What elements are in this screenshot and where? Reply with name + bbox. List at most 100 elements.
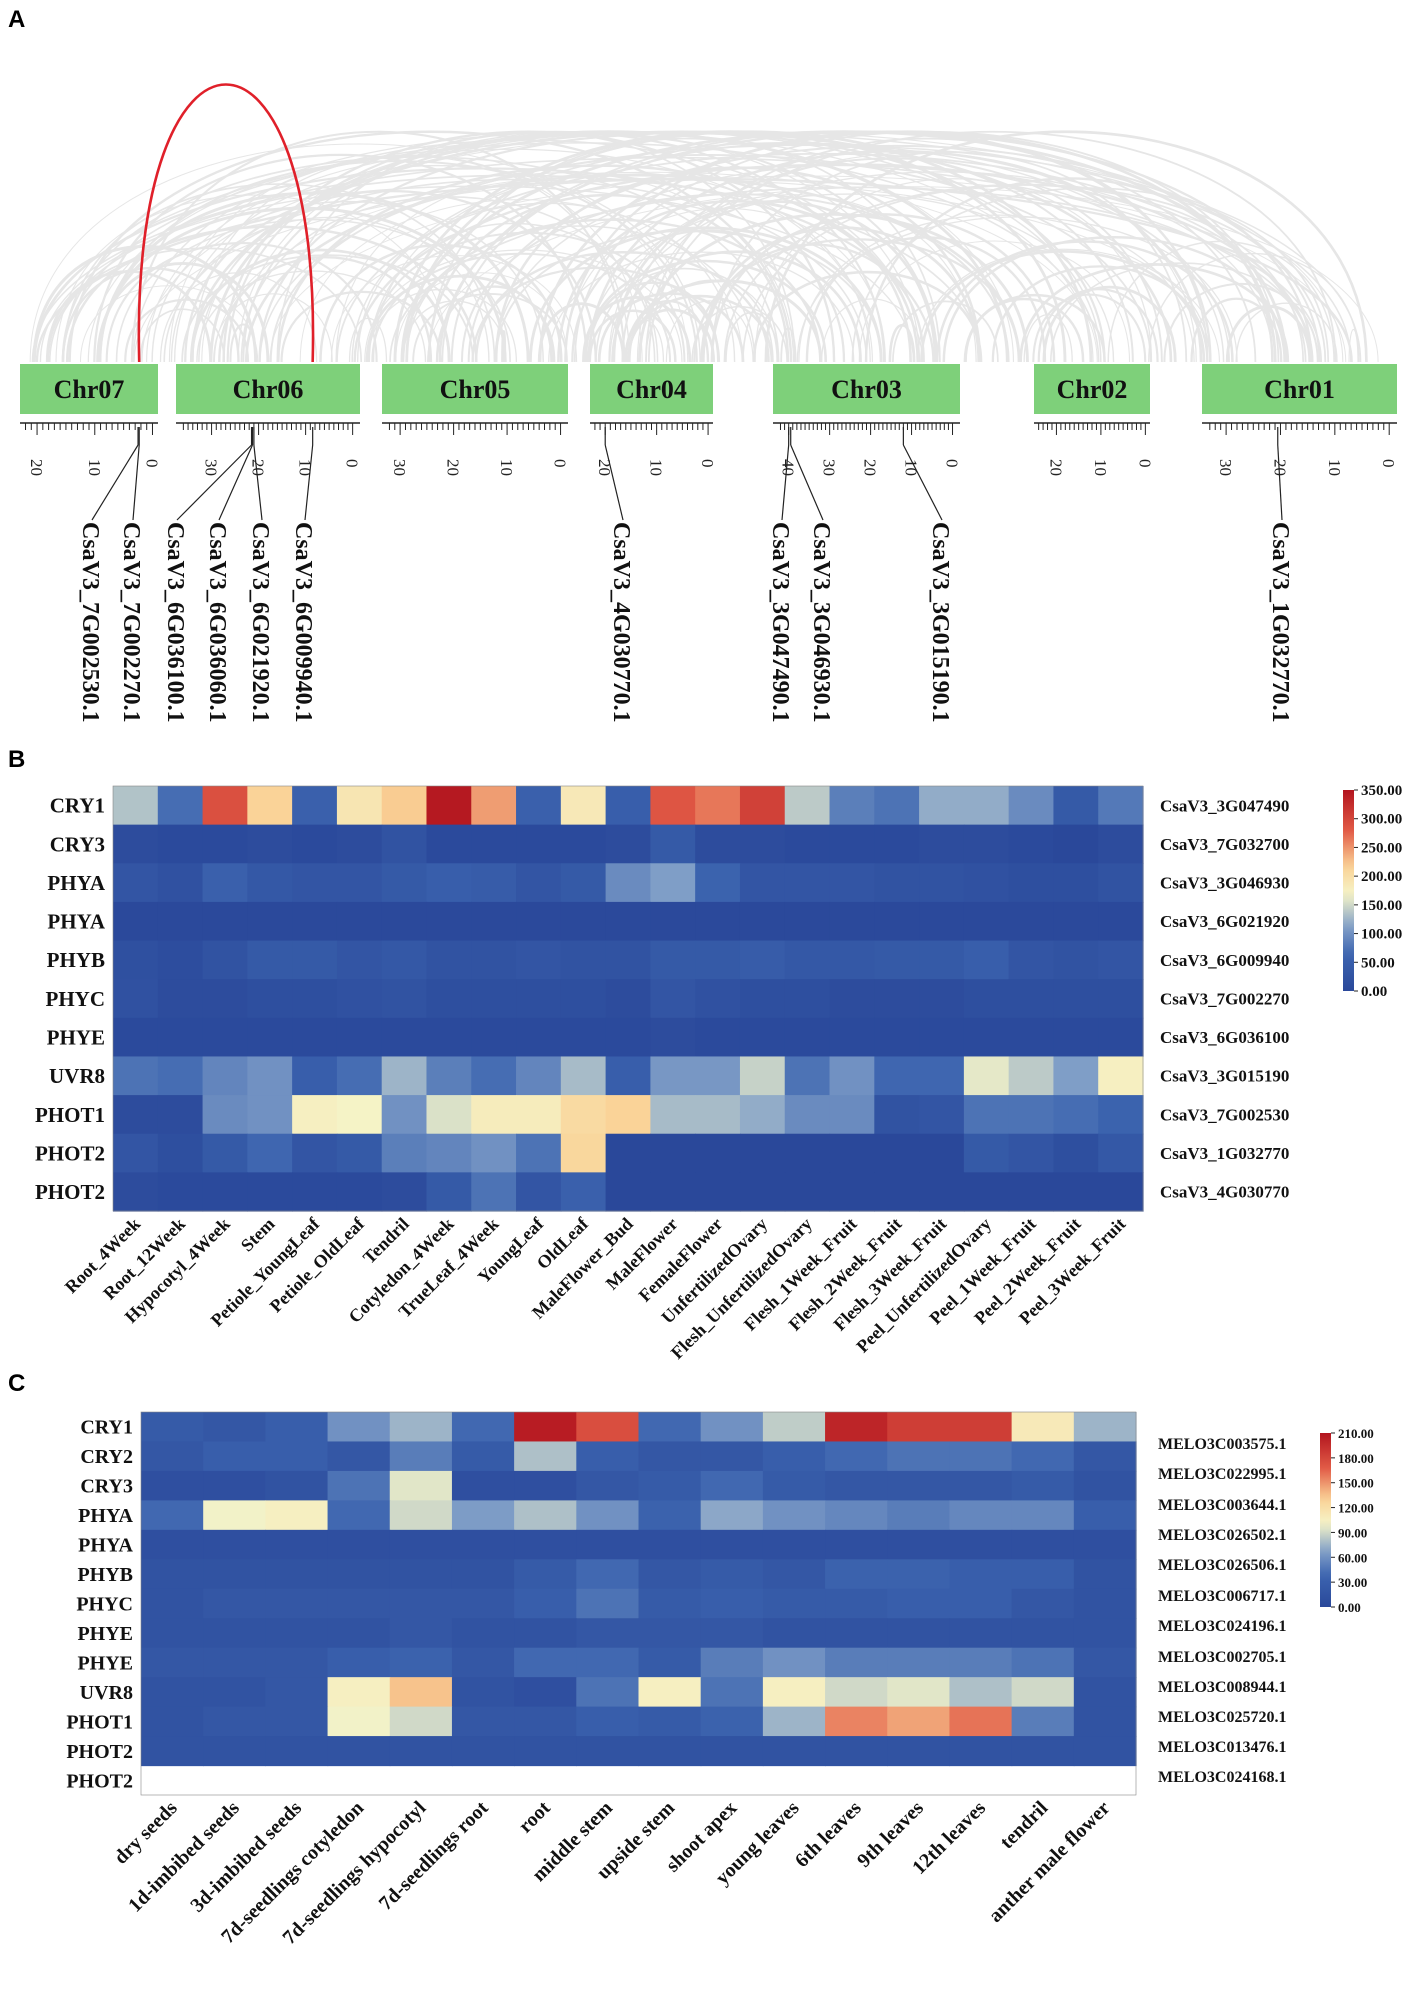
heatmap-cell bbox=[1012, 1589, 1075, 1619]
heatmap-cell bbox=[203, 786, 248, 825]
row-label: UVR8 bbox=[49, 1064, 105, 1088]
heatmap-cell bbox=[740, 825, 785, 864]
heatmap-cell bbox=[203, 1589, 266, 1619]
heatmap-cell bbox=[247, 1056, 292, 1095]
heatmap-cell bbox=[576, 1736, 639, 1766]
heatmap-cell bbox=[514, 1441, 577, 1471]
heatmap-cell bbox=[785, 979, 830, 1018]
heatmap-cell bbox=[1074, 1707, 1137, 1737]
heatmap-cell bbox=[516, 1134, 561, 1173]
heatmap-cell bbox=[763, 1677, 826, 1707]
heatmap-cell bbox=[825, 1736, 888, 1766]
heatmap-cell bbox=[1098, 1172, 1143, 1211]
heatmap-cell bbox=[328, 1500, 391, 1530]
gene-id-label: MELO3C013476.1 bbox=[1158, 1739, 1286, 1756]
heatmap-cell bbox=[650, 902, 695, 941]
heatmap-cell bbox=[141, 1618, 204, 1648]
heatmap-cell bbox=[964, 979, 1009, 1018]
heatmap-cell bbox=[650, 1018, 695, 1057]
heatmap-cell bbox=[695, 863, 740, 902]
heatmap-cell bbox=[265, 1500, 328, 1530]
heatmap-cell bbox=[701, 1648, 764, 1678]
heatmap-cell bbox=[964, 1172, 1009, 1211]
row-label: PHYB bbox=[47, 948, 105, 972]
heatmap-cell bbox=[650, 825, 695, 864]
heatmap-cell bbox=[701, 1736, 764, 1766]
heatmap-cell bbox=[247, 786, 292, 825]
heatmap-cell bbox=[516, 1056, 561, 1095]
axis-tick-label: 20 bbox=[249, 459, 268, 476]
axis-tick-label: 20 bbox=[444, 459, 463, 476]
heatmap-cell bbox=[203, 979, 248, 1018]
heatmap-cell bbox=[390, 1500, 453, 1530]
heatmap-cell bbox=[113, 1134, 158, 1173]
heatmap-cell bbox=[390, 1559, 453, 1589]
heatmap-cell bbox=[919, 902, 964, 941]
heatmap-cell bbox=[887, 1707, 950, 1737]
heatmap-cell bbox=[887, 1530, 950, 1560]
heatmap-cell bbox=[382, 863, 427, 902]
heatmap-cell bbox=[452, 1707, 515, 1737]
row-label: PHYA bbox=[47, 871, 105, 895]
heatmap-cell bbox=[1053, 1018, 1098, 1057]
heatmap-cell bbox=[639, 1648, 702, 1678]
heatmap-cell bbox=[158, 1018, 203, 1057]
heatmap-cell bbox=[701, 1412, 764, 1442]
heatmap-cell bbox=[576, 1648, 639, 1678]
gene-label: CsaV3_1G032770.1 bbox=[1267, 522, 1293, 723]
heatmap-cell bbox=[516, 786, 561, 825]
heatmap-cell bbox=[1098, 902, 1143, 941]
chromosome-label: Chr03 bbox=[831, 375, 902, 404]
gene-label: CsaV3_3G046930.1 bbox=[808, 522, 834, 723]
heatmap-cell bbox=[471, 1172, 516, 1211]
heatmap-cell bbox=[949, 1707, 1012, 1737]
heatmap-cell bbox=[141, 1500, 204, 1530]
colorbar-tick-label: 0.00 bbox=[1338, 1600, 1361, 1615]
heatmap-cell bbox=[1098, 1056, 1143, 1095]
heatmap-cell bbox=[1053, 786, 1098, 825]
heatmap-cell bbox=[639, 1559, 702, 1589]
row-label: CRY2 bbox=[80, 1446, 133, 1468]
heatmap-cell bbox=[426, 979, 471, 1018]
row-label: PHYE bbox=[77, 1623, 133, 1645]
heatmap-cell bbox=[949, 1677, 1012, 1707]
heatmap-cell bbox=[576, 1500, 639, 1530]
heatmap-cell bbox=[1012, 1559, 1075, 1589]
heatmap-cell bbox=[203, 825, 248, 864]
gene-id-label: MELO3C024168.1 bbox=[1158, 1769, 1286, 1786]
heatmap-cell bbox=[265, 1736, 328, 1766]
heatmap-cell bbox=[390, 1707, 453, 1737]
gene-connector bbox=[1278, 445, 1282, 520]
heatmap-cell bbox=[1053, 863, 1098, 902]
heatmap-cell bbox=[265, 1677, 328, 1707]
heatmap-cell bbox=[292, 902, 337, 941]
column-label: 1d-imbibed seeds bbox=[124, 1797, 244, 1917]
heatmap-cell bbox=[1098, 1095, 1143, 1134]
heatmap-cell bbox=[514, 1471, 577, 1501]
heatmap-cell bbox=[292, 786, 337, 825]
heatmap-cell bbox=[516, 1095, 561, 1134]
heatmap-cell bbox=[701, 1530, 764, 1560]
axis-tick-label: 0 bbox=[1379, 459, 1398, 468]
heatmap-cell bbox=[390, 1530, 453, 1560]
heatmap-cell bbox=[1012, 1618, 1075, 1648]
heatmap-cell bbox=[606, 786, 651, 825]
heatmap-cell bbox=[561, 1056, 606, 1095]
heatmap-cell bbox=[328, 1530, 391, 1560]
heatmap-cell bbox=[1009, 863, 1054, 902]
heatmap-cell bbox=[390, 1618, 453, 1648]
gene-id-label: MELO3C003575.1 bbox=[1158, 1436, 1286, 1453]
heatmap-cell bbox=[701, 1500, 764, 1530]
heatmap-cell bbox=[471, 902, 516, 941]
column-label: 7d-seedlings root bbox=[375, 1797, 493, 1915]
row-label: CRY3 bbox=[80, 1476, 133, 1498]
heatmap-cell bbox=[382, 1056, 427, 1095]
heatmap-cell bbox=[158, 1134, 203, 1173]
chromosome-label: Chr01 bbox=[1264, 375, 1335, 404]
heatmap-cell bbox=[701, 1707, 764, 1737]
gene-label: CsaV3_6G036100.1 bbox=[162, 522, 188, 723]
heatmap-cell bbox=[426, 1018, 471, 1057]
heatmap-cell bbox=[1074, 1736, 1137, 1766]
heatmap-cell bbox=[964, 786, 1009, 825]
row-label: PHYE bbox=[77, 1652, 133, 1674]
